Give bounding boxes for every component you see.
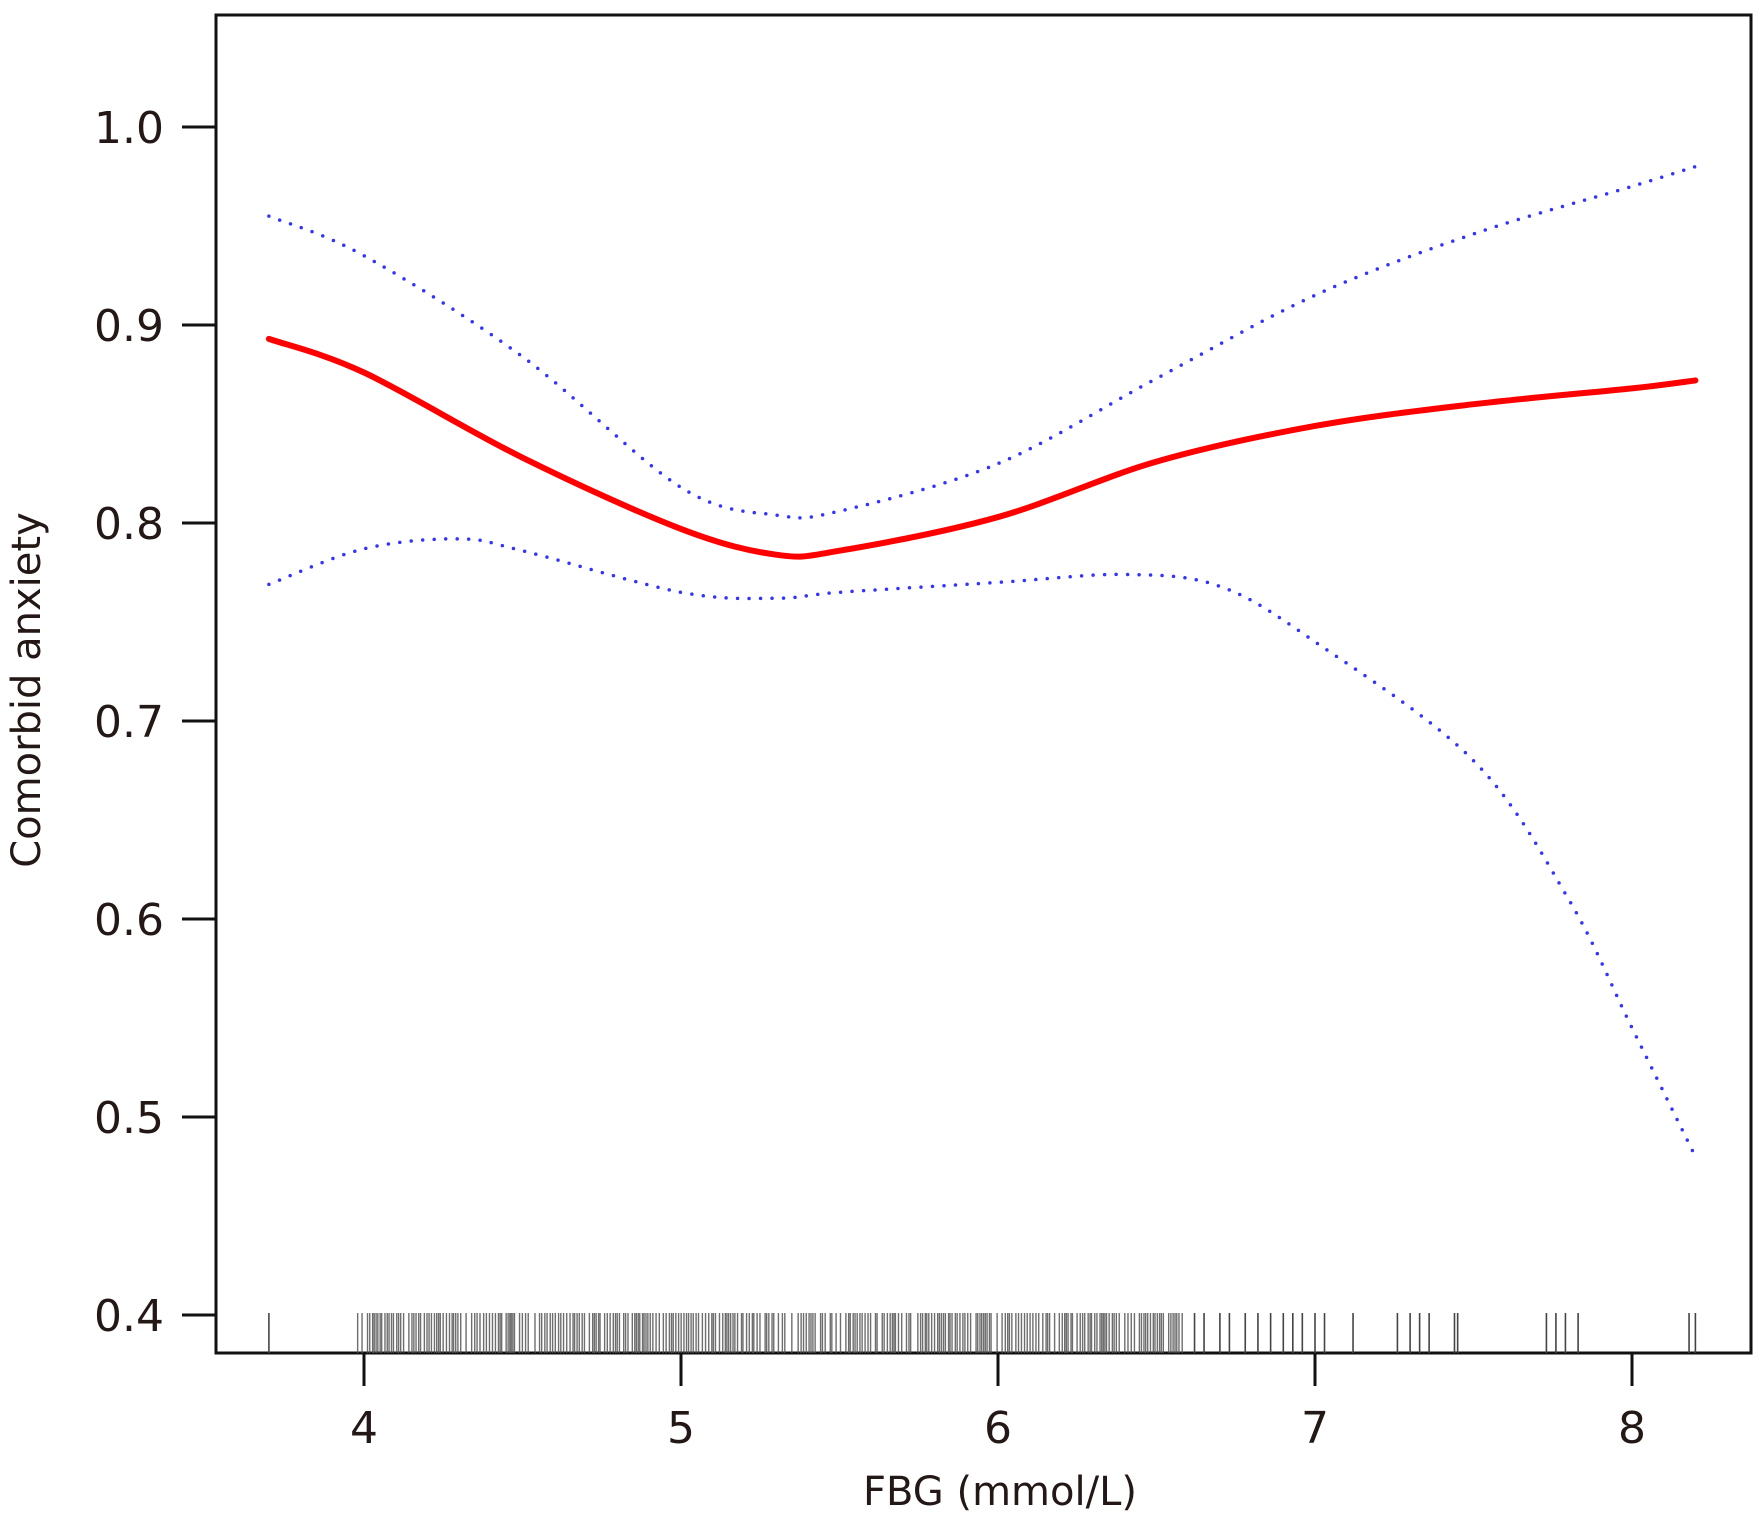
y-axis: 0.4 0.5 0.6 0.7 0.8 0.9 1.0: [94, 103, 216, 1342]
y-tick-label: 0.7: [94, 697, 164, 748]
x-tick-label: 7: [1301, 1403, 1329, 1454]
y-tick-label: 0.4: [94, 1291, 164, 1342]
y-tick-label: 1.0: [94, 103, 164, 154]
x-axis: 4 5 6 7 8: [350, 1353, 1646, 1454]
y-tick-label: 0.5: [94, 1093, 164, 1144]
rug-plot: [268, 1313, 1697, 1353]
y-tick-label: 0.8: [94, 499, 164, 550]
plot-frame: [214, 13, 1753, 1355]
ci-line: [267, 164, 1698, 520]
x-tick-label: 5: [667, 1403, 695, 1454]
x-axis-title: FBG (mmol/L): [863, 1469, 1137, 1515]
y-axis-title: Comorbid anxiety: [4, 512, 50, 868]
y-tick-label: 0.6: [94, 895, 164, 946]
x-tick-label: 6: [984, 1403, 1012, 1454]
x-tick-label: 8: [1618, 1403, 1646, 1454]
plot-border: [214, 13, 1753, 1355]
fitted-line: [265, 335, 1699, 560]
y-tick-label: 0.9: [94, 301, 164, 352]
x-tick-label: 4: [350, 1403, 378, 1454]
ci-line: [267, 537, 1698, 1159]
series-group: [265, 164, 1699, 1159]
